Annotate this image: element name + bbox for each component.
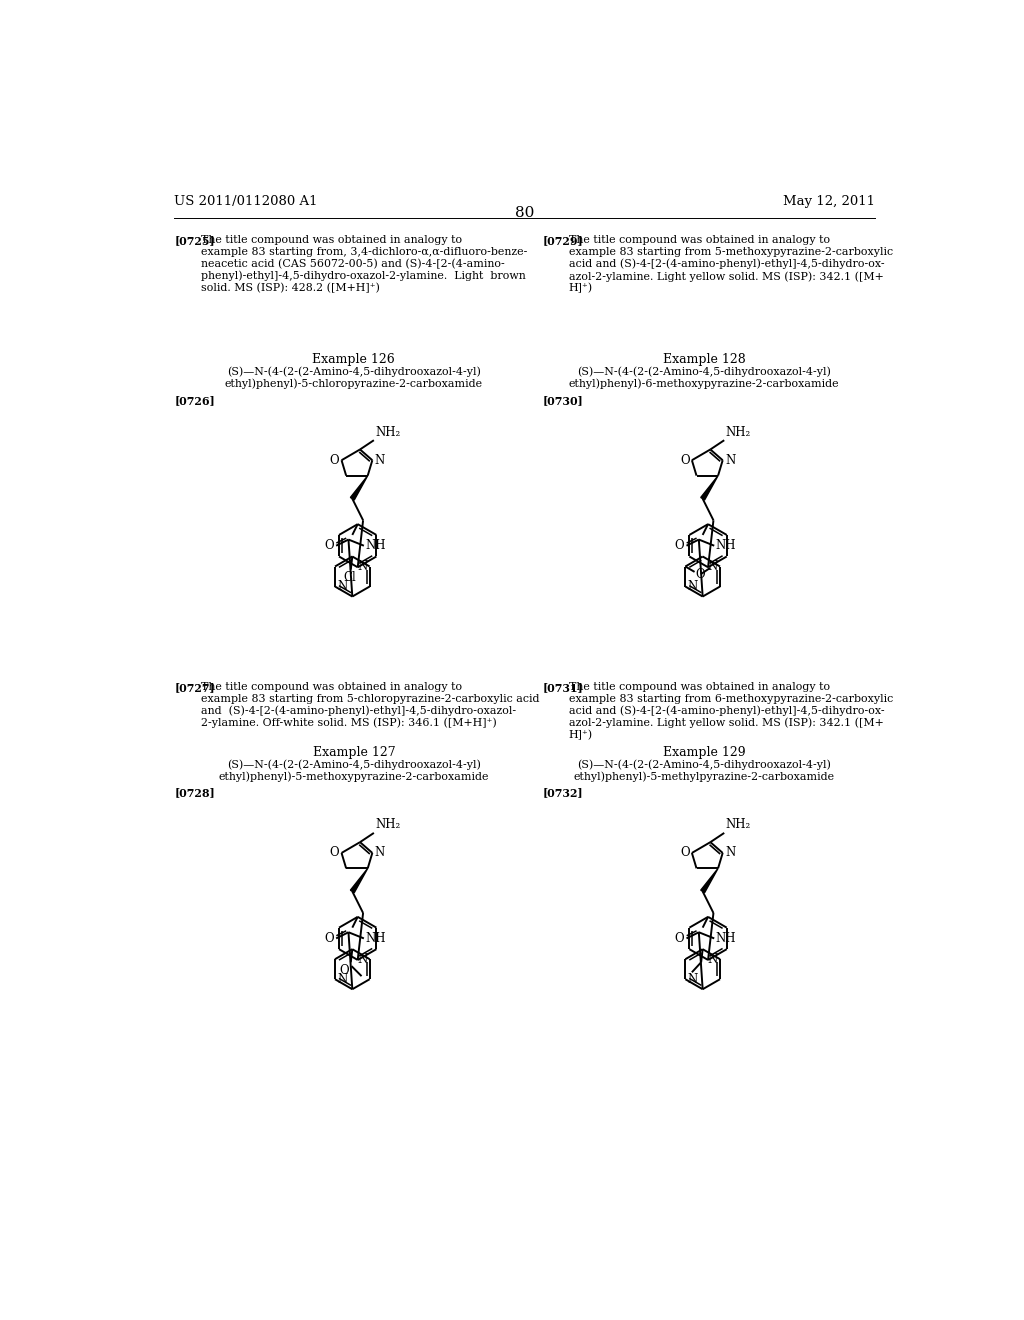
Text: N: N — [375, 454, 385, 467]
Text: O: O — [340, 964, 349, 977]
Text: NH: NH — [366, 932, 386, 945]
Text: (S)—N-(4-(2-(2-Amino-4,5-dihydrooxazol-4-yl)
ethyl)phenyl)-5-chloropyrazine-2-ca: (S)—N-(4-(2-(2-Amino-4,5-dihydrooxazol-4… — [225, 367, 483, 389]
Text: N: N — [725, 846, 735, 859]
Text: [0727]: [0727] — [174, 682, 215, 693]
Text: [0732]: [0732] — [543, 788, 583, 799]
Text: N: N — [337, 973, 347, 986]
Text: N: N — [708, 560, 718, 573]
Text: NH: NH — [366, 539, 386, 552]
Text: [0730]: [0730] — [543, 396, 584, 407]
Text: O: O — [680, 454, 689, 467]
Text: May 12, 2011: May 12, 2011 — [783, 194, 876, 207]
Text: The title compound was obtained in analogy to
example 83 starting from 6-methoxy: The title compound was obtained in analo… — [568, 682, 893, 741]
Text: NH: NH — [716, 932, 736, 945]
Text: NH₂: NH₂ — [726, 818, 751, 832]
Text: (S)—N-(4-(2-(2-Amino-4,5-dihydrooxazol-4-yl)
ethyl)phenyl)-6-methoxypyrazine-2-c: (S)—N-(4-(2-(2-Amino-4,5-dihydrooxazol-4… — [569, 367, 840, 389]
Text: US 2011/0112080 A1: US 2011/0112080 A1 — [174, 194, 317, 207]
Text: Example 127: Example 127 — [312, 746, 395, 759]
Text: Cl: Cl — [344, 572, 356, 585]
Text: [0726]: [0726] — [174, 396, 215, 407]
Text: N: N — [688, 973, 698, 986]
Text: [0729]: [0729] — [543, 235, 584, 247]
Text: (S)—N-(4-(2-(2-Amino-4,5-dihydrooxazol-4-yl)
ethyl)phenyl)-5-methoxypyrazine-2-c: (S)—N-(4-(2-(2-Amino-4,5-dihydrooxazol-4… — [218, 759, 489, 781]
Text: NH: NH — [716, 539, 736, 552]
Text: N: N — [688, 579, 698, 593]
Text: (S)—N-(4-(2-(2-Amino-4,5-dihydrooxazol-4-yl)
ethyl)phenyl)-5-methylpyrazine-2-ca: (S)—N-(4-(2-(2-Amino-4,5-dihydrooxazol-4… — [573, 759, 835, 781]
Text: O: O — [675, 539, 684, 552]
Text: N: N — [337, 579, 347, 593]
Text: 80: 80 — [515, 206, 535, 220]
Text: O: O — [695, 569, 705, 582]
Text: O: O — [330, 846, 339, 859]
Text: O: O — [330, 454, 339, 467]
Text: N: N — [357, 560, 368, 573]
Text: O: O — [325, 932, 334, 945]
Text: The title compound was obtained in analogy to
example 83 starting from, 3,4-dich: The title compound was obtained in analo… — [201, 235, 527, 293]
Text: N: N — [357, 953, 368, 966]
Polygon shape — [700, 475, 718, 500]
Text: [0725]: [0725] — [174, 235, 215, 247]
Polygon shape — [350, 869, 368, 892]
Text: [0728]: [0728] — [174, 788, 215, 799]
Text: [0731]: [0731] — [543, 682, 584, 693]
Text: Example 129: Example 129 — [663, 746, 745, 759]
Text: O: O — [675, 932, 684, 945]
Text: NH₂: NH₂ — [376, 425, 400, 438]
Polygon shape — [700, 869, 718, 892]
Polygon shape — [350, 475, 368, 500]
Text: NH₂: NH₂ — [726, 425, 751, 438]
Text: The title compound was obtained in analogy to
example 83 starting from 5-chlorop: The title compound was obtained in analo… — [201, 682, 539, 729]
Text: Example 128: Example 128 — [663, 354, 745, 366]
Text: The title compound was obtained in analogy to
example 83 starting from 5-methoxy: The title compound was obtained in analo… — [568, 235, 893, 293]
Text: Example 126: Example 126 — [312, 354, 395, 366]
Text: NH₂: NH₂ — [376, 818, 400, 832]
Text: N: N — [708, 953, 718, 966]
Text: O: O — [325, 539, 334, 552]
Text: N: N — [725, 454, 735, 467]
Text: N: N — [375, 846, 385, 859]
Text: O: O — [680, 846, 689, 859]
